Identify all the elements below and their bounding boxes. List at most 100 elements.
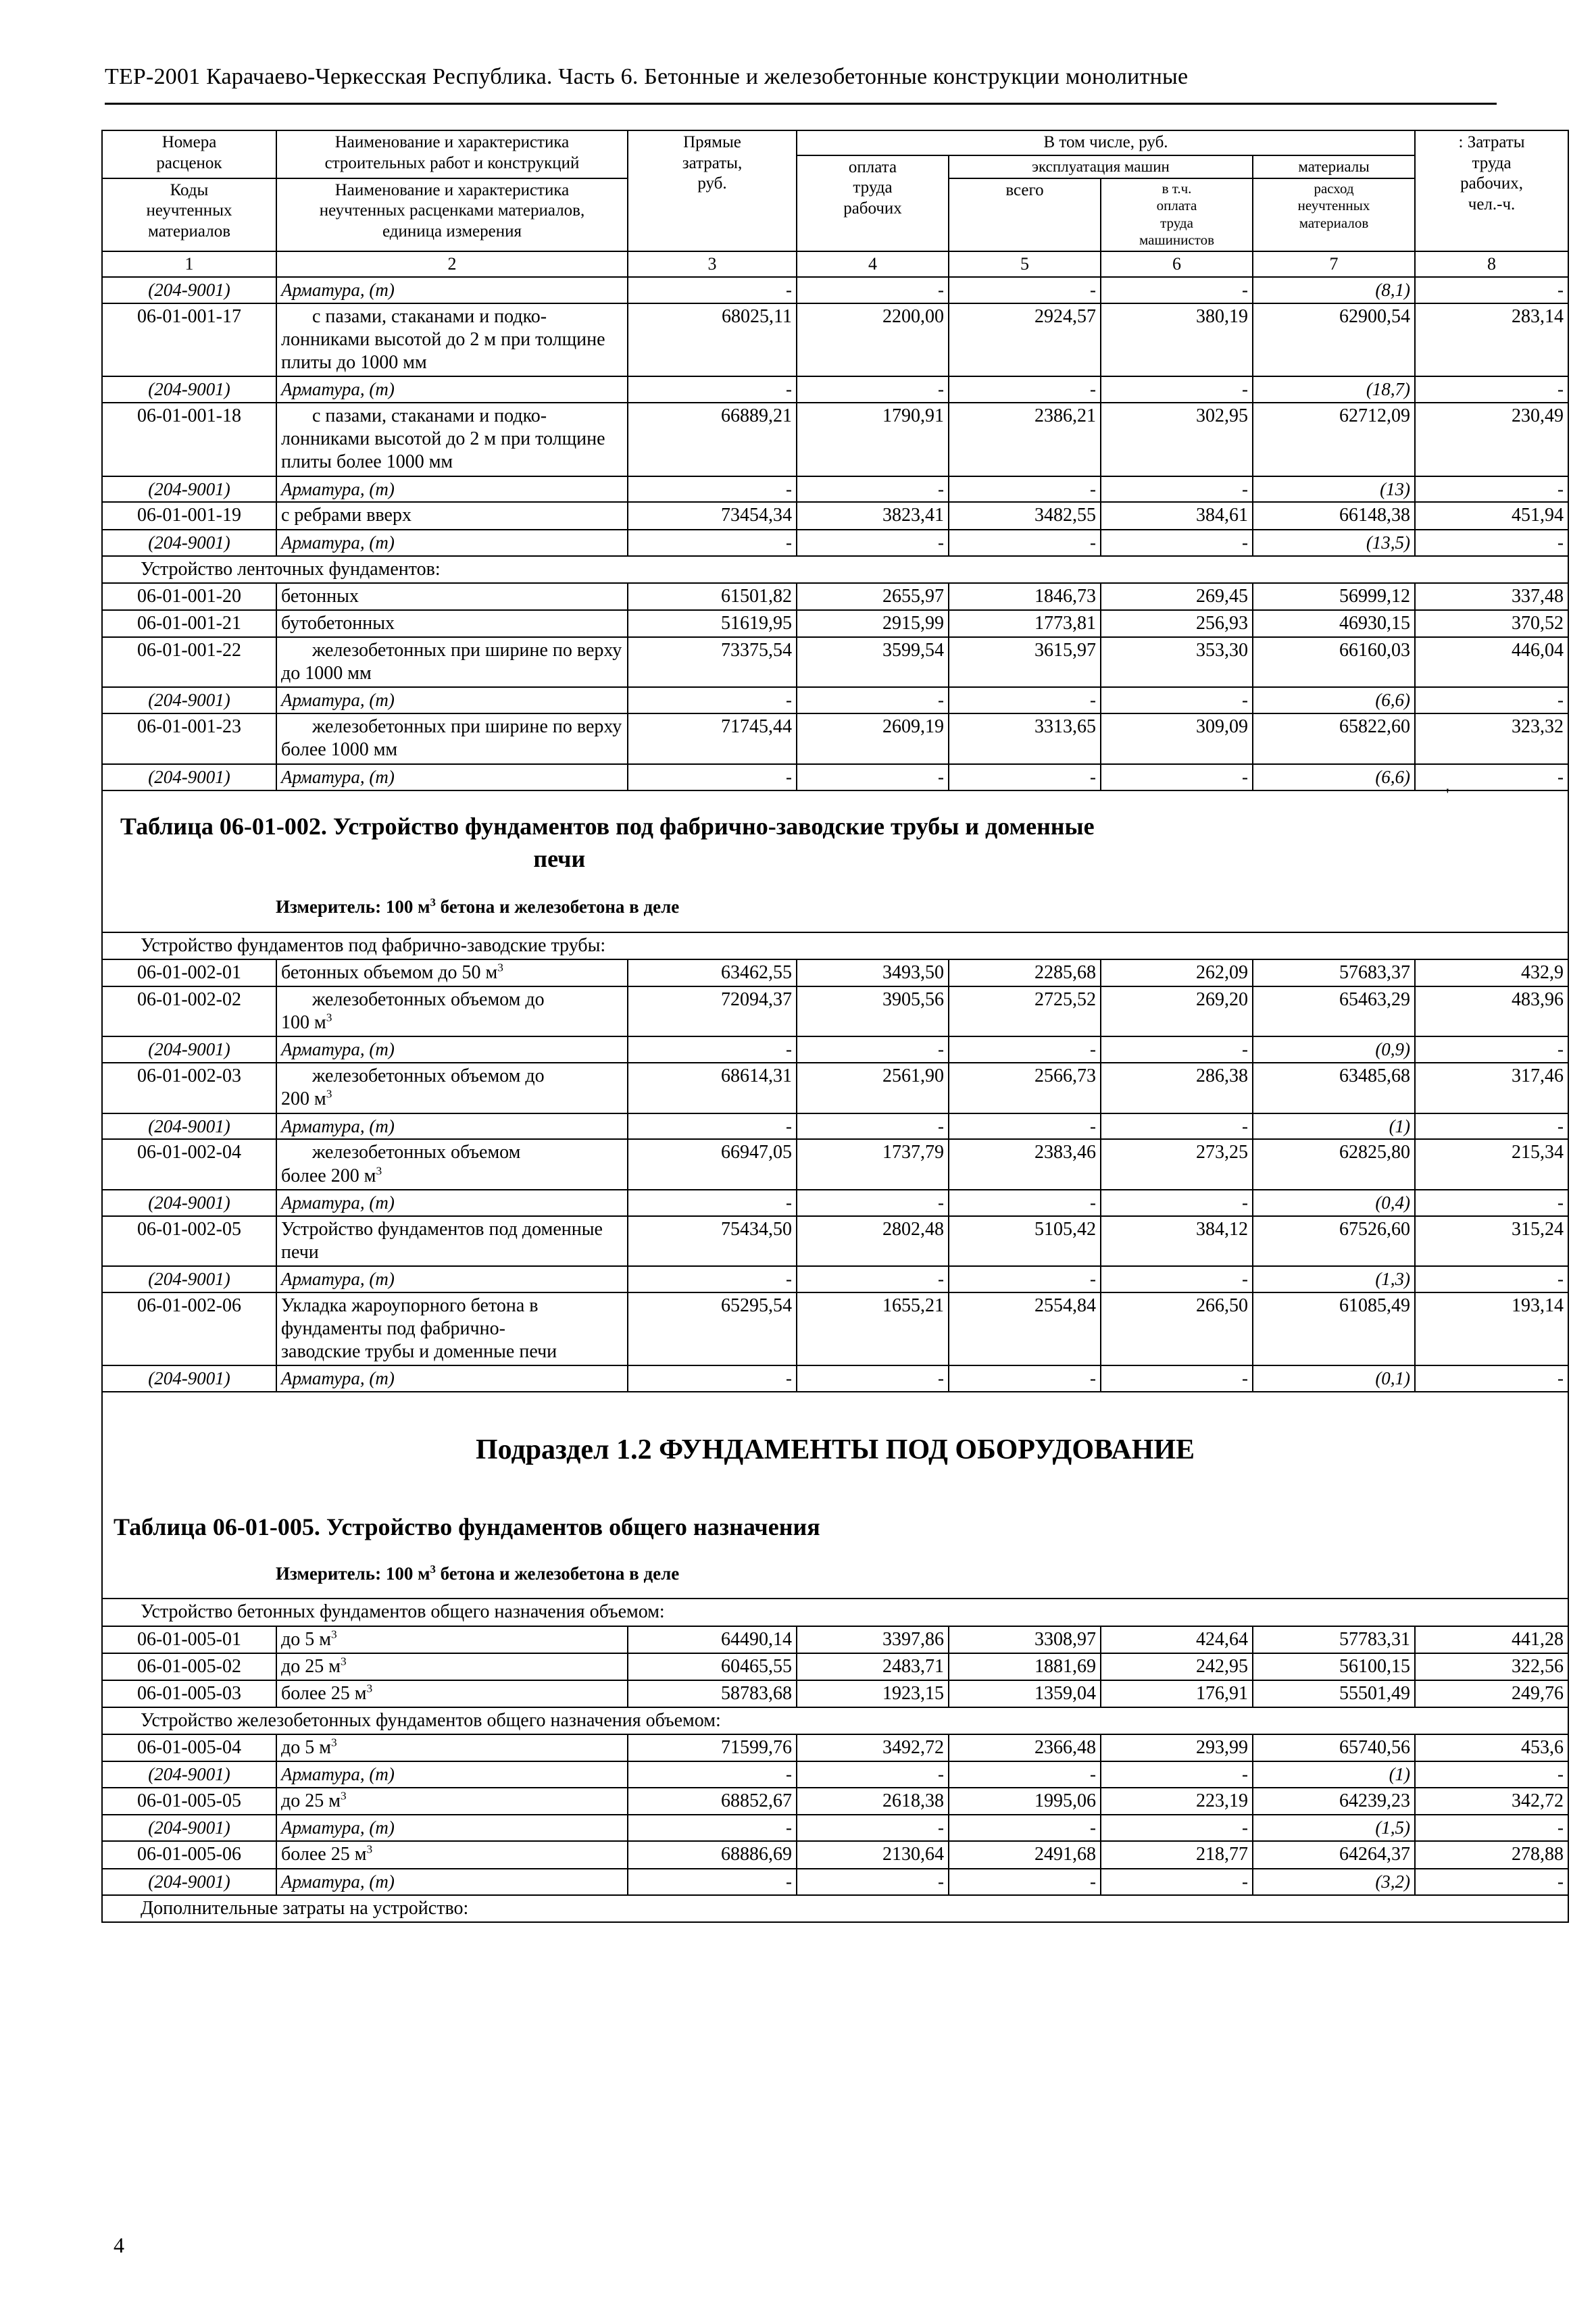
section-label: Устройство фундаментов под фабрично-заво… (101, 931, 1570, 960)
cell-col7: 46930,15 (1251, 609, 1416, 638)
cell-col4: - (796, 1265, 949, 1293)
th-col7: расход неучтенных материалов (1251, 177, 1416, 252)
cell-col8: 278,88 (1414, 1840, 1570, 1869)
cell-col5: - (948, 763, 1101, 791)
material-code: (204-9001) (101, 1265, 277, 1293)
material-description: Арматура, (т) (276, 1365, 628, 1393)
cell-col4: 3905,56 (796, 985, 949, 1038)
cell-col5: 5105,42 (948, 1215, 1101, 1267)
podrazdel-heading: Подраздел 1.2 ФУНДАМЕНТЫ ПОД ОБОРУДОВАНИ… (475, 1434, 1195, 1466)
cell-col8: - (1414, 475, 1570, 503)
cell-col4: - (796, 528, 949, 557)
cell-col8: - (1414, 1761, 1570, 1789)
cell-col7: 61085,49 (1251, 1291, 1416, 1367)
col-number-6: 6 (1100, 250, 1253, 278)
material-code: (204-9001) (101, 763, 277, 791)
cell-col5: 1359,04 (948, 1679, 1101, 1709)
cell-col3: - (627, 475, 797, 503)
col-number-5: 5 (948, 250, 1101, 278)
cell-col8: - (1414, 1365, 1570, 1393)
table005-izmeritel: Измеритель: 100 м3 бетона и железобетона… (276, 1562, 680, 1584)
section-betonnyh-obshchego: Устройство бетонных фундаментов общего н… (101, 1598, 1570, 1627)
col-number-8: 8 (1414, 250, 1570, 278)
table-row: 06-01-002-02 железобетонных объемом до 10… (101, 985, 1570, 1038)
cell-col3: 66947,05 (627, 1138, 797, 1190)
cell-col7: 55501,49 (1251, 1679, 1416, 1709)
table-row: 06-01-002-06 Укладка жароупорного бетона… (101, 1291, 1570, 1367)
material-description: Арматура, (т) (276, 475, 628, 503)
cell-col3: 68886,69 (627, 1840, 797, 1869)
material-code: (204-9001) (101, 1036, 277, 1064)
cell-col7: 66160,03 (1251, 636, 1416, 688)
table-row: 06-01-001-20 бетонных 61501,82 2655,97 184… (101, 582, 1570, 611)
cell-col3: - (627, 376, 797, 404)
cell-col3: 68852,67 (627, 1787, 797, 1816)
cell-col8: - (1414, 686, 1570, 715)
cell-col4: - (796, 376, 949, 404)
row-code: 06-01-001-19 (101, 501, 277, 530)
cell-col6: 309,09 (1100, 713, 1253, 765)
material-row: (204-9001) Арматура, (т) - - - - (0,9) - (101, 1036, 1570, 1064)
cell-col7: (0,9) (1251, 1036, 1416, 1064)
cell-col5: 2554,84 (948, 1291, 1101, 1367)
cell-col8: 342,72 (1414, 1787, 1570, 1816)
cell-col4: - (796, 475, 949, 503)
row-code: 06-01-002-02 (101, 985, 277, 1038)
cell-col5: - (948, 1814, 1101, 1842)
col-number-1: 1 (101, 250, 277, 278)
cell-col8: - (1414, 763, 1570, 791)
cell-col6: 242,95 (1100, 1652, 1253, 1681)
cell-col3: - (627, 1036, 797, 1064)
row-code: 06-01-002-06 (101, 1291, 277, 1367)
table-row: 06-01-005-02 до 25 м3 60465,55 2483,71 188… (101, 1652, 1570, 1681)
row-code: 06-01-002-01 (101, 958, 277, 987)
material-row: (204-9001) Арматура, (т) - - - - (6,6) - (101, 686, 1570, 715)
cell-col7: 63485,68 (1251, 1062, 1416, 1114)
page-header: ТЕР-2001 Карачаево-Черкесская Республика… (105, 64, 1189, 89)
th-col3: Прямые затраты, руб. (627, 130, 797, 252)
podrazdel-block: Подраздел 1.2 ФУНДАМЕНТЫ ПОД ОБОРУДОВАНИ… (101, 1391, 1570, 1600)
material-row: (204-9001) Арматура, (т) - - - - (1) - (101, 1112, 1570, 1140)
cell-col3: 71745,44 (627, 713, 797, 765)
cell-col5: - (948, 528, 1101, 557)
cell-col8: - (1414, 1188, 1570, 1217)
material-code: (204-9001) (101, 1867, 277, 1896)
row-description: с пазами, стаканами и подко-лонниками вы… (276, 302, 628, 378)
material-code: (204-9001) (101, 1188, 277, 1217)
row-code: 06-01-001-20 (101, 582, 277, 611)
material-code: (204-9001) (101, 1761, 277, 1789)
material-description: Арматура, (т) (276, 528, 628, 557)
section-lentochnykh: Устройство ленточных фундаментов: (101, 555, 1570, 584)
cell-col5: 1846,73 (948, 582, 1101, 611)
cell-col5: 1881,69 (948, 1652, 1101, 1681)
cell-col8: 483,96 (1414, 985, 1570, 1038)
material-code: (204-9001) (101, 475, 277, 503)
cell-col8: - (1414, 1814, 1570, 1842)
cell-col3: 63462,55 (627, 958, 797, 987)
table002-title-line2: печи (533, 845, 586, 873)
row-code: 06-01-005-03 (101, 1679, 277, 1709)
header-row-2: оплата труда рабочих эксплуатация машин ма… (102, 154, 1568, 252)
th-col5: всего (948, 177, 1101, 252)
material-code: (204-9001) (101, 1112, 277, 1140)
cell-col7: (1,3) (1251, 1265, 1416, 1293)
material-description: Арматура, (т) (276, 1036, 628, 1064)
cell-col5: - (948, 1036, 1101, 1064)
cell-col3: 60465,55 (627, 1652, 797, 1681)
row-description: железобетонных при ширине по верху до 10… (276, 636, 628, 688)
cell-col5: - (948, 1265, 1101, 1293)
row-code: 06-01-002-04 (101, 1138, 277, 1190)
material-description: Арматура, (т) (276, 1265, 628, 1293)
cell-col3: - (627, 763, 797, 791)
cell-col8: 283,14 (1414, 302, 1570, 378)
section-label: Устройство железобетонных фундаментов об… (101, 1707, 1570, 1736)
cell-col5: 2285,68 (948, 958, 1101, 987)
material-description: Арматура, (т) (276, 763, 628, 791)
material-code: (204-9001) (101, 376, 277, 404)
cell-col5: - (948, 1188, 1101, 1217)
table-row: 06-01-001-23 железобетонных при ширине п… (101, 713, 1570, 765)
cell-col7: 62825,80 (1251, 1138, 1416, 1190)
cell-col5: - (948, 1867, 1101, 1896)
row-code: 06-01-001-23 (101, 713, 277, 765)
material-code: (204-9001) (101, 686, 277, 715)
